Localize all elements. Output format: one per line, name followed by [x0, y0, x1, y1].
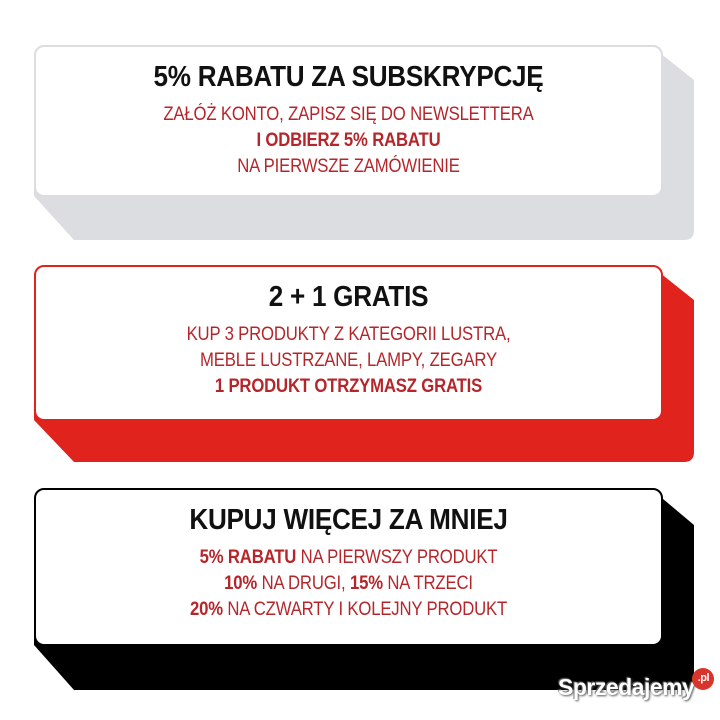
discount-value: 20% — [189, 599, 223, 620]
card-line: NA PIERWSZE ZAMÓWIENIE — [237, 156, 460, 177]
card-title: 5% RABATU ZA SUBSKRYPCJĘ — [153, 61, 544, 93]
card-line: 1 PRODUKT OTRZYMASZ GRATIS — [214, 376, 483, 397]
discount-text: NA DRUGI, — [257, 573, 350, 594]
watermark-suffix: .pl — [692, 668, 715, 690]
discount-value: 10% — [224, 573, 258, 594]
watermark-text: Sprzedajemy — [558, 674, 695, 700]
buy-more-card: KUPUJ WIĘCEJ ZA MNIEJ 5% RABATU NA PIERW… — [34, 488, 663, 646]
watermark-logo: Sprzedajemy .pl — [558, 668, 715, 701]
card-line: MEBLE LUSTRZANE, LAMPY, ZEGARY — [199, 350, 497, 371]
card-line: 10% NA DRUGI, 15% NA TRZECI — [74, 571, 624, 597]
card-title: KUPUJ WIĘCEJ ZA MNIEJ — [189, 504, 508, 536]
subscription-discount-card: 5% RABATU ZA SUBSKRYPCJĘ ZAŁÓŻ KONTO, ZA… — [34, 45, 663, 197]
discount-text: NA TRZECI — [382, 573, 473, 594]
card-title: 2 + 1 GRATIS — [268, 281, 429, 313]
card-line: 5% RABATU NA PIERWSZY PRODUKT — [74, 545, 624, 571]
card-line: ZAŁÓŻ KONTO, ZAPISZ SIĘ DO NEWSLETTERA — [163, 104, 534, 125]
discount-text: NA CZWARTY I KOLEJNY PRODUKT — [222, 599, 508, 620]
two-plus-one-card: 2 + 1 GRATIS KUP 3 PRODUKTY Z KATEGORII … — [34, 265, 663, 421]
card-line: I ODBIERZ 5% RABATU — [256, 130, 441, 151]
card-line: KUP 3 PRODUKTY Z KATEGORII LUSTRA, — [186, 324, 511, 345]
discount-value: 15% — [349, 573, 383, 594]
discount-text: NA PIERWSZY PRODUKT — [296, 547, 498, 568]
discount-value: 5% RABATU — [199, 547, 297, 568]
card-line: 20% NA CZWARTY I KOLEJNY PRODUKT — [74, 597, 624, 623]
